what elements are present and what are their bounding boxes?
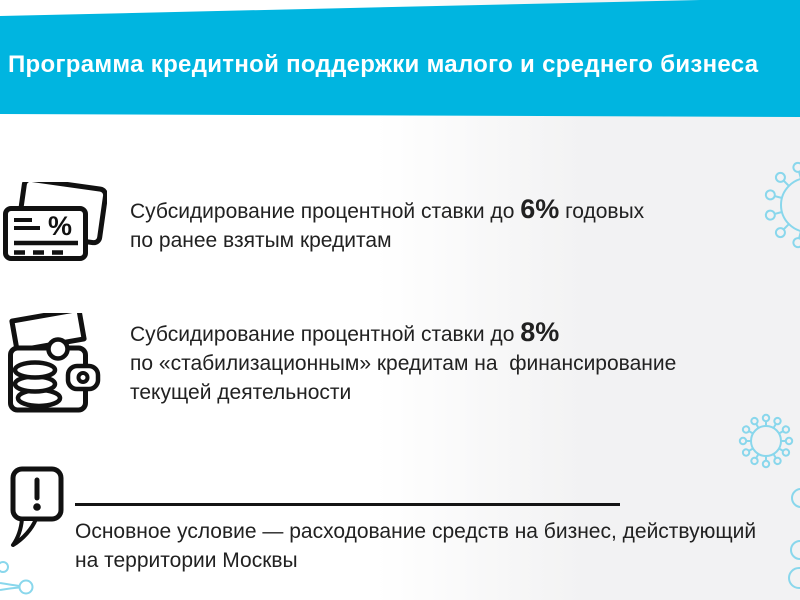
note-text: Основное условие — расходование средств … (75, 517, 756, 575)
page-title: Программа кредитной поддержки малого и с… (8, 51, 759, 78)
header-banner: Программа кредитной поддержки малого и с… (0, 0, 800, 117)
text-segment: по ранее взятым кредитам (130, 229, 392, 252)
wallet-coins-icon (8, 313, 101, 413)
text-segment: текущей деятельности (130, 381, 352, 404)
rate-highlight-8: 8% (520, 317, 560, 347)
rate-highlight-6: 6% (520, 194, 560, 224)
circle-doodles-bottom-right (788, 488, 800, 589)
text-segment: на территории Москвы (75, 549, 298, 572)
text-segment: Основное условие — расходование средств … (75, 520, 757, 543)
exclamation-bubble-icon (10, 466, 64, 547)
benefit-text-2: Субсидирование процентной ставки до 8% по… (130, 317, 677, 407)
credit-cards-percent-icon: % (3, 182, 107, 261)
benefit-text-1: Субсидирование процентной ставки до 6% г… (130, 194, 645, 255)
percent-glyph: % (48, 211, 72, 241)
doodles-bottom-left (0, 561, 34, 595)
text-segment: Субсидирование процентной ставки до (130, 200, 521, 223)
coronavirus-doodle-mid-right (738, 413, 794, 469)
text-segment: годовых (559, 200, 645, 223)
coronavirus-doodle-top-right (764, 161, 800, 249)
text-segment: Субсидирование процентной ставки до (130, 323, 521, 346)
text-segment: по «стабилизационным» кредитам на финанс… (130, 352, 677, 375)
divider-line (75, 503, 620, 506)
